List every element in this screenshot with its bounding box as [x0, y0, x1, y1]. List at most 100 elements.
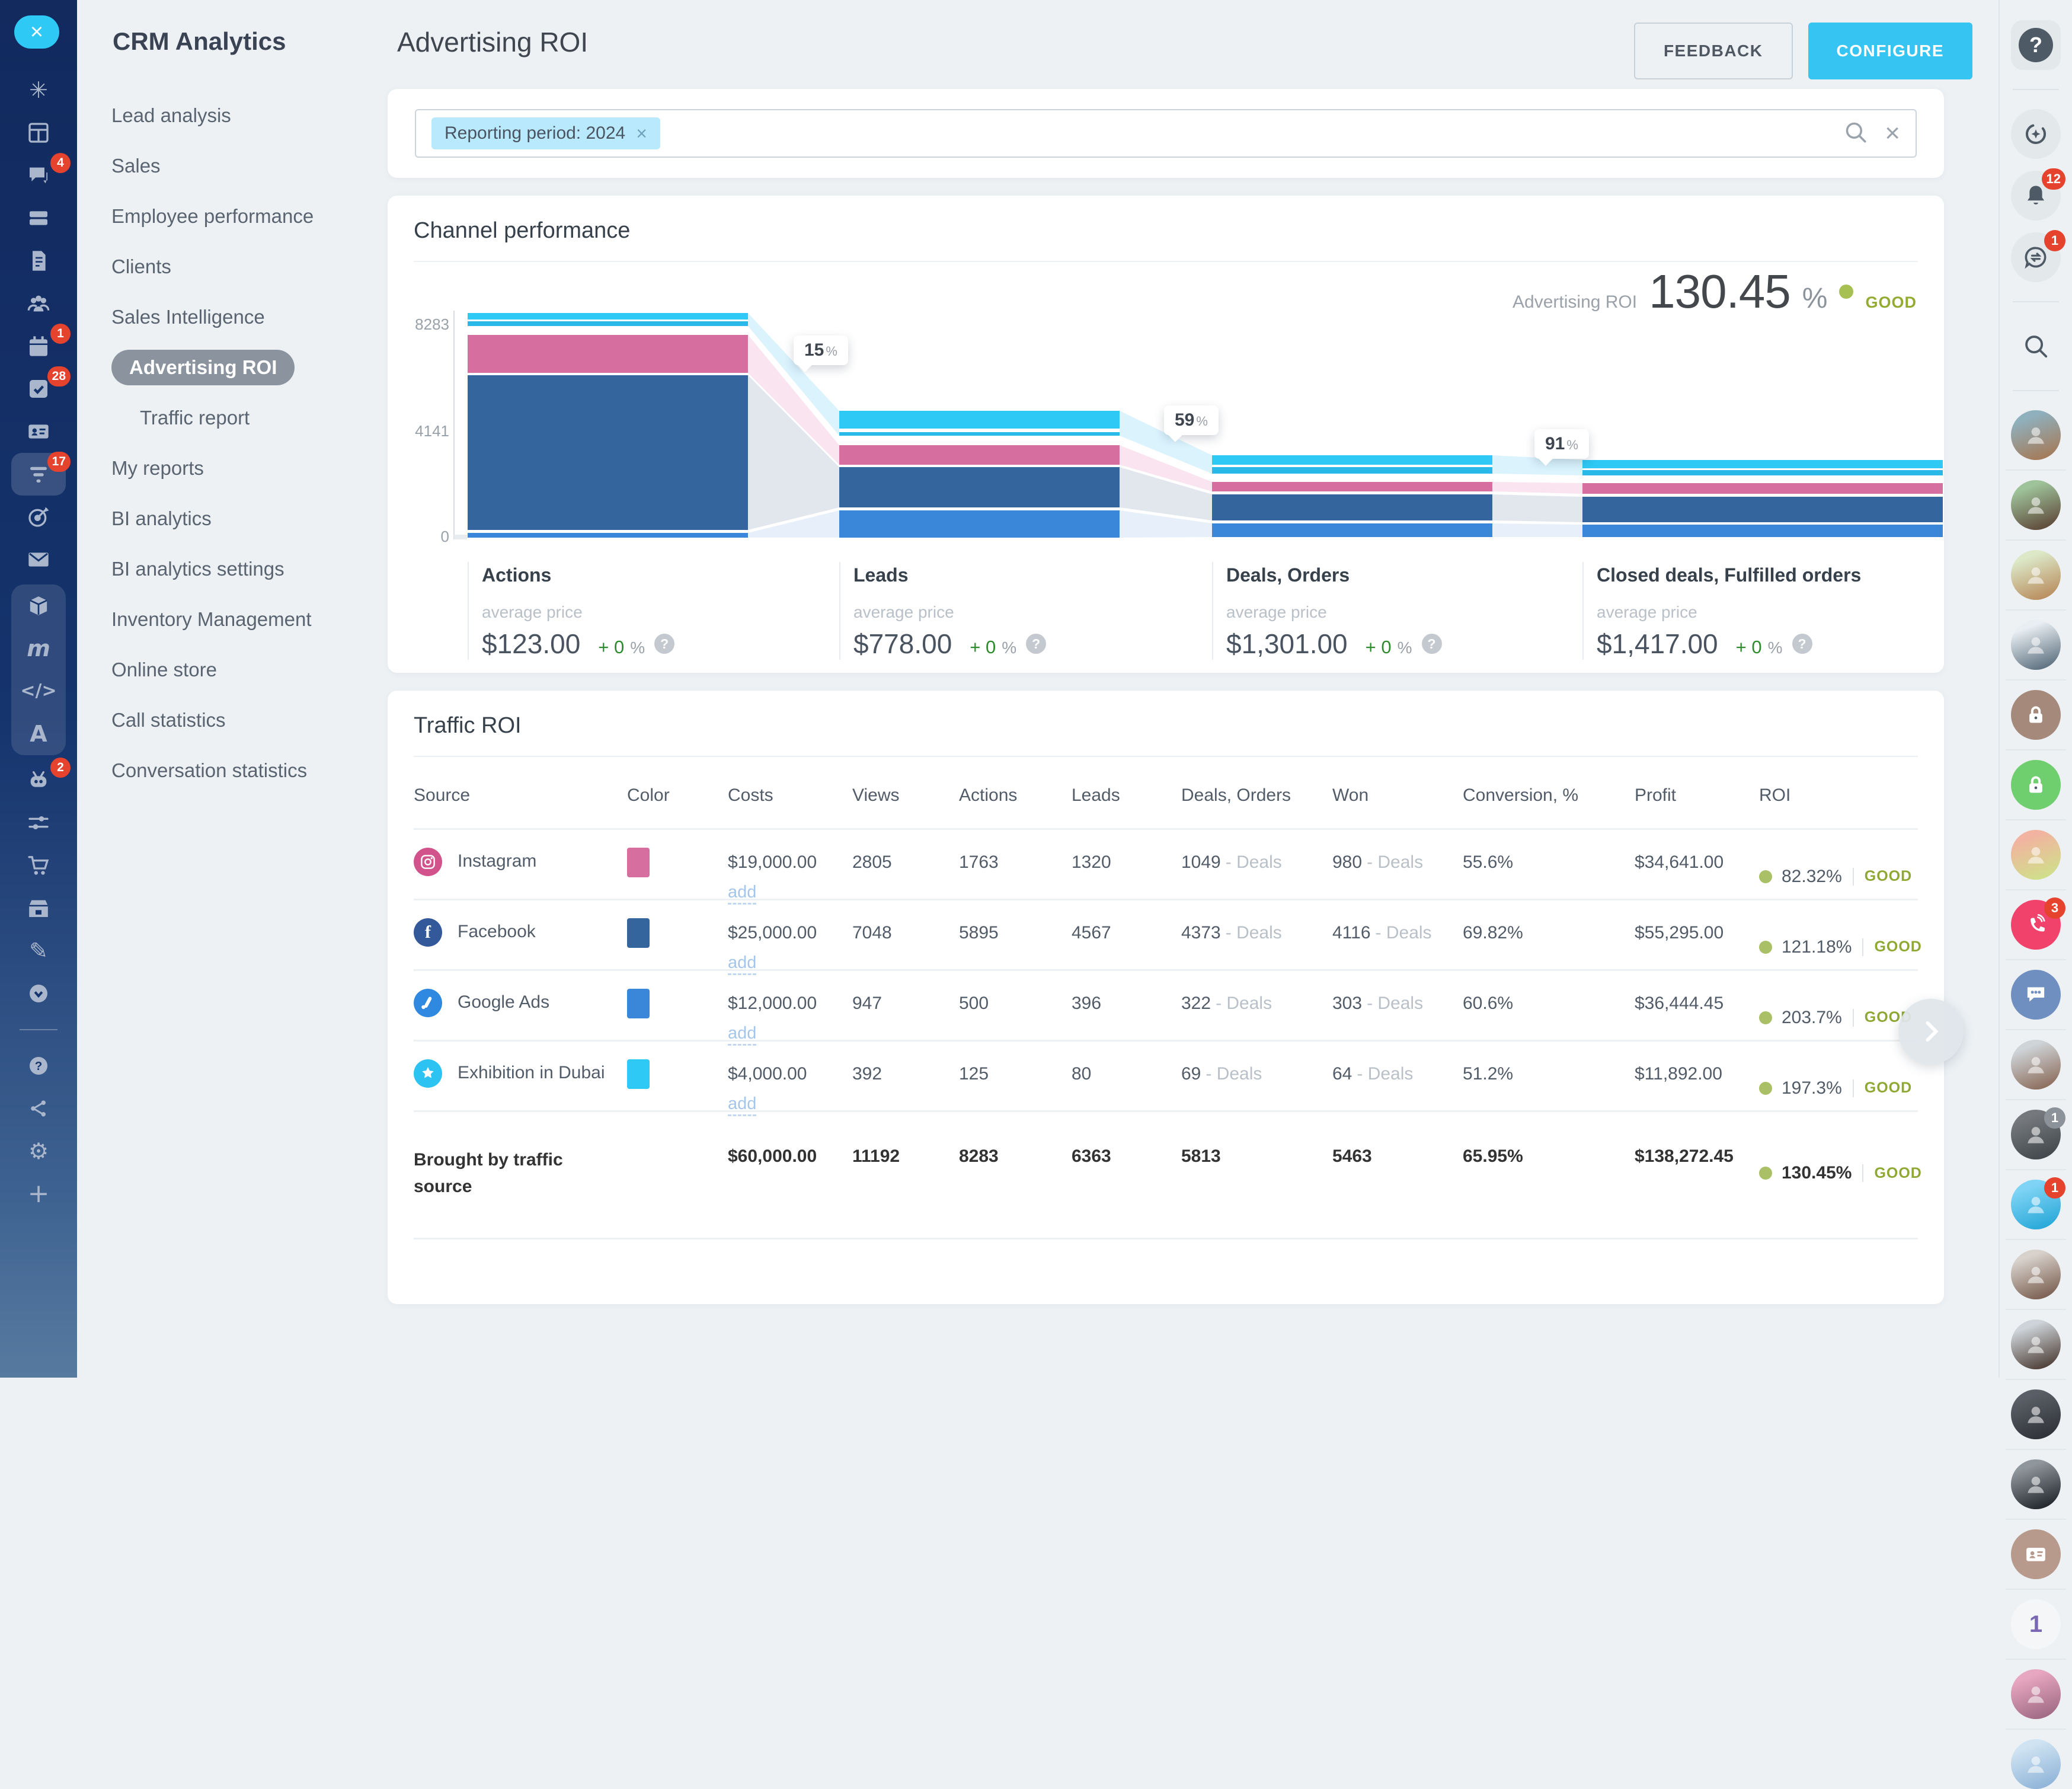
rail-item-developer-code[interactable]: </>: [11, 670, 66, 713]
help-icon[interactable]: ?: [1792, 634, 1812, 654]
avatar-9[interactable]: [2011, 970, 2061, 1020]
avatar-14[interactable]: [2011, 1320, 2061, 1369]
close-menu-button[interactable]: ×: [14, 15, 59, 49]
rail-item-time-history[interactable]: [11, 972, 66, 1015]
column-header-views[interactable]: Views: [852, 785, 900, 805]
avatar-11[interactable]: 1: [2011, 1107, 2065, 1159]
table-row-google-ads[interactable]: Google Ads $12,000.00 add 947 500 396 322- Dea…: [414, 971, 1918, 1046]
add-costs-link[interactable]: add: [728, 882, 757, 905]
rail-item-employees[interactable]: [11, 282, 66, 325]
feedback-button[interactable]: FEEDBACK: [1633, 23, 1793, 79]
avatar-18[interactable]: 1: [2011, 1599, 2061, 1649]
avatar-13[interactable]: [2011, 1250, 2061, 1299]
color-swatch[interactable]: [627, 918, 650, 948]
rail-item-calendar[interactable]: 1: [11, 324, 71, 368]
chip-remove-icon[interactable]: ×: [636, 123, 647, 144]
filter-search-input[interactable]: Reporting period: 2024 × ×: [415, 109, 1917, 158]
sidebar-item-conversation-statistics[interactable]: Conversation statistics: [111, 759, 308, 781]
filter-chip[interactable]: Reporting period: 2024 ×: [431, 117, 660, 149]
avatar-4[interactable]: [2011, 620, 2061, 670]
rail-item-sign-document[interactable]: ✎: [11, 929, 66, 972]
avatar-16[interactable]: [2011, 1459, 2061, 1509]
rail-item-crm-feed[interactable]: 17: [11, 452, 71, 496]
sidebar-item-my-reports[interactable]: My reports: [111, 456, 204, 479]
color-swatch[interactable]: [627, 848, 650, 877]
sidebar-item-online-store[interactable]: Online store: [111, 658, 217, 681]
rail-item-mail[interactable]: [11, 538, 66, 581]
avatar-2[interactable]: [2011, 480, 2061, 530]
rail-item-automation-robot[interactable]: 2: [11, 758, 71, 801]
sidebar-item-bi-analytics-settings[interactable]: BI analytics settings: [111, 557, 284, 580]
help-icon[interactable]: ?: [1026, 634, 1047, 654]
table-row-facebook[interactable]: f Facebook $25,000.00 add 7048 5895 4567 4373- …: [414, 900, 1921, 975]
sidebar-item-advertising-roi[interactable]: Advertising ROI: [77, 342, 386, 392]
rail-item-marketing-target[interactable]: [11, 496, 66, 538]
avatar-7[interactable]: [2011, 830, 2061, 880]
search-icon[interactable]: [1843, 120, 1868, 148]
rail-item-letter-a[interactable]: A: [11, 713, 66, 755]
rail-item-add-plus[interactable]: +: [11, 1173, 66, 1215]
column-header-actions[interactable]: Actions: [959, 785, 1018, 805]
sidebar-item-call-statistics[interactable]: Call statistics: [111, 708, 226, 731]
toolbar-notifications-bell-icon[interactable]: 12: [2011, 168, 2065, 221]
sidebar-item-bi-analytics[interactable]: BI analytics: [111, 507, 212, 529]
funnel-chart[interactable]: 8283 4141 0 15% 59% 91%: [415, 307, 1944, 556]
column-header-won[interactable]: Won: [1332, 785, 1369, 805]
add-costs-link[interactable]: add: [728, 1094, 757, 1116]
rail-item-shopping-cart[interactable]: [11, 844, 66, 887]
help-icon[interactable]: ?: [654, 634, 675, 654]
avatar-1[interactable]: [2011, 410, 2061, 460]
configure-button[interactable]: CONFIGURE: [1808, 23, 1972, 79]
table-row-instagram[interactable]: Instagram $19,000.00 add 2805 1763 1320 1049- …: [414, 830, 1918, 905]
rail-item-product-box[interactable]: [11, 584, 66, 627]
rail-item-chat[interactable]: 4: [11, 153, 71, 197]
avatar-12[interactable]: 1: [2011, 1177, 2065, 1229]
sidebar-item-clients[interactable]: Clients: [111, 255, 171, 277]
avatar-15[interactable]: [2011, 1389, 2061, 1439]
help-icon[interactable]: ?: [1421, 634, 1442, 654]
column-header-profit[interactable]: Profit: [1635, 785, 1677, 805]
sidebar-item-lead-analysis[interactable]: Lead analysis: [111, 104, 231, 126]
add-costs-link[interactable]: add: [728, 953, 757, 975]
rail-item-m-logo[interactable]: m: [11, 627, 66, 670]
rail-item-kanban[interactable]: [11, 111, 66, 154]
toolbar-help-icon[interactable]: ?: [2011, 20, 2061, 70]
sidebar-item-inventory-management[interactable]: Inventory Management: [111, 608, 312, 630]
avatar-19[interactable]: [2011, 1669, 2061, 1719]
avatar-17[interactable]: [2011, 1529, 2061, 1579]
avatar-8[interactable]: 3: [2011, 897, 2065, 950]
column-header-deals-orders[interactable]: Deals, Orders: [1181, 785, 1291, 805]
column-header-costs[interactable]: Costs: [728, 785, 773, 805]
toolbar-history-chat-icon[interactable]: 1: [2011, 230, 2065, 282]
active-nav-pill[interactable]: Advertising ROI: [111, 349, 295, 385]
column-header-leads[interactable]: Leads: [1072, 785, 1120, 805]
rail-item-support-question[interactable]: ?: [11, 1044, 66, 1087]
column-header-conversion-[interactable]: Conversion, %: [1463, 785, 1579, 805]
column-header-source[interactable]: Source: [414, 785, 471, 805]
rail-item-warehouse[interactable]: [11, 887, 66, 929]
avatar-5[interactable]: [2011, 690, 2061, 740]
table-row-exhibition-in-dubai[interactable]: Exhibition in Dubai $4,000.00 add 392 125 80 6…: [414, 1042, 1918, 1116]
color-swatch[interactable]: [627, 1059, 650, 1089]
sidebar-item-traffic-report[interactable]: Traffic report: [140, 406, 250, 429]
rail-item-documents[interactable]: [11, 239, 66, 282]
column-header-color[interactable]: Color: [627, 785, 670, 805]
avatar-10[interactable]: [2011, 1040, 2061, 1090]
color-swatch[interactable]: [627, 989, 650, 1018]
column-header-roi[interactable]: ROI: [1759, 785, 1791, 805]
scroll-right-button[interactable]: [1898, 999, 1964, 1064]
rail-item-drive[interactable]: [11, 197, 66, 239]
rail-item-contact-card[interactable]: [11, 410, 66, 453]
rail-item-settings-gear[interactable]: ⚙: [11, 1130, 66, 1173]
sidebar-item-employee-performance[interactable]: Employee performance: [111, 205, 314, 227]
sidebar-item-sales[interactable]: Sales: [111, 154, 161, 177]
sidebar-item-sales-intelligence[interactable]: Sales Intelligence: [111, 305, 265, 328]
rail-item-tasks[interactable]: 28: [11, 366, 71, 410]
rail-item-processes[interactable]: ✳: [11, 69, 66, 111]
avatar-6[interactable]: [2011, 760, 2061, 810]
rail-item-sliders[interactable]: [11, 801, 66, 844]
clear-filter-icon[interactable]: ×: [1885, 119, 1900, 148]
avatar-3[interactable]: [2011, 550, 2061, 600]
toolbar-copilot-icon[interactable]: [2011, 109, 2061, 159]
rail-item-share[interactable]: [11, 1087, 66, 1130]
